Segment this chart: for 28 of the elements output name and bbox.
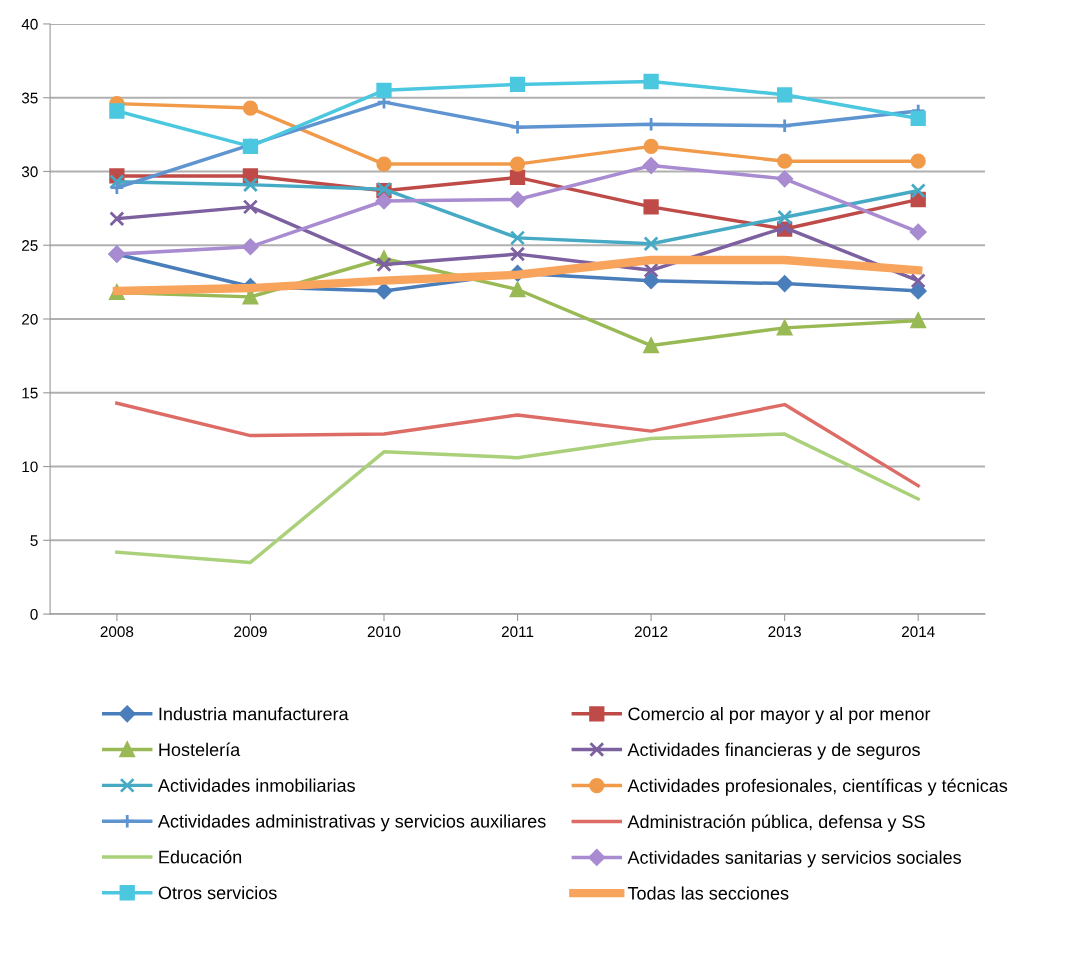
legend-label: Administración pública, defensa y SS	[627, 814, 925, 832]
y-tick-label: 20	[22, 313, 38, 325]
legend-label: Actividades profesionales, científicas y técnicas	[627, 778, 1008, 796]
legend-label: Industria manufacturera	[159, 707, 349, 721]
legend-label: Comercio al por mayor y al por menor	[628, 707, 931, 724]
x-tick-label: 2008	[100, 626, 134, 638]
y-tick-label: 0	[30, 608, 38, 620]
x-tick-label: 2011	[501, 626, 534, 638]
legend-label: Todas las secciones	[627, 886, 789, 900]
y-tick-label: 35	[21, 92, 38, 104]
legend-label: Actividades sanitarias y servicios sociales	[627, 850, 961, 868]
x-tick-label: 2010	[367, 626, 401, 638]
legend-label: Actividades administrativas y servicios auxiliares	[157, 814, 546, 832]
x-tick-label: 2009	[234, 626, 267, 638]
legend-label: Otros servicios	[158, 885, 277, 900]
legend-label: Hostelería	[159, 742, 241, 757]
y-tick-label: 40	[21, 18, 38, 30]
legend-label: Educación	[159, 849, 242, 864]
x-tick-label: 2012	[634, 626, 668, 638]
y-tick-label: 30	[21, 166, 38, 178]
y-tick-label: 25	[22, 240, 38, 251]
y-tick-label: 5	[30, 535, 38, 546]
legend-label: Actividades inmobiliarias	[157, 778, 355, 792]
x-tick-label: 2014	[901, 626, 935, 638]
y-tick-label: 15	[22, 387, 38, 399]
legend-label: Actividades financieras y de seguros	[627, 742, 920, 760]
y-tick-label: 10	[22, 461, 38, 473]
x-tick-label: 2013	[768, 626, 801, 638]
